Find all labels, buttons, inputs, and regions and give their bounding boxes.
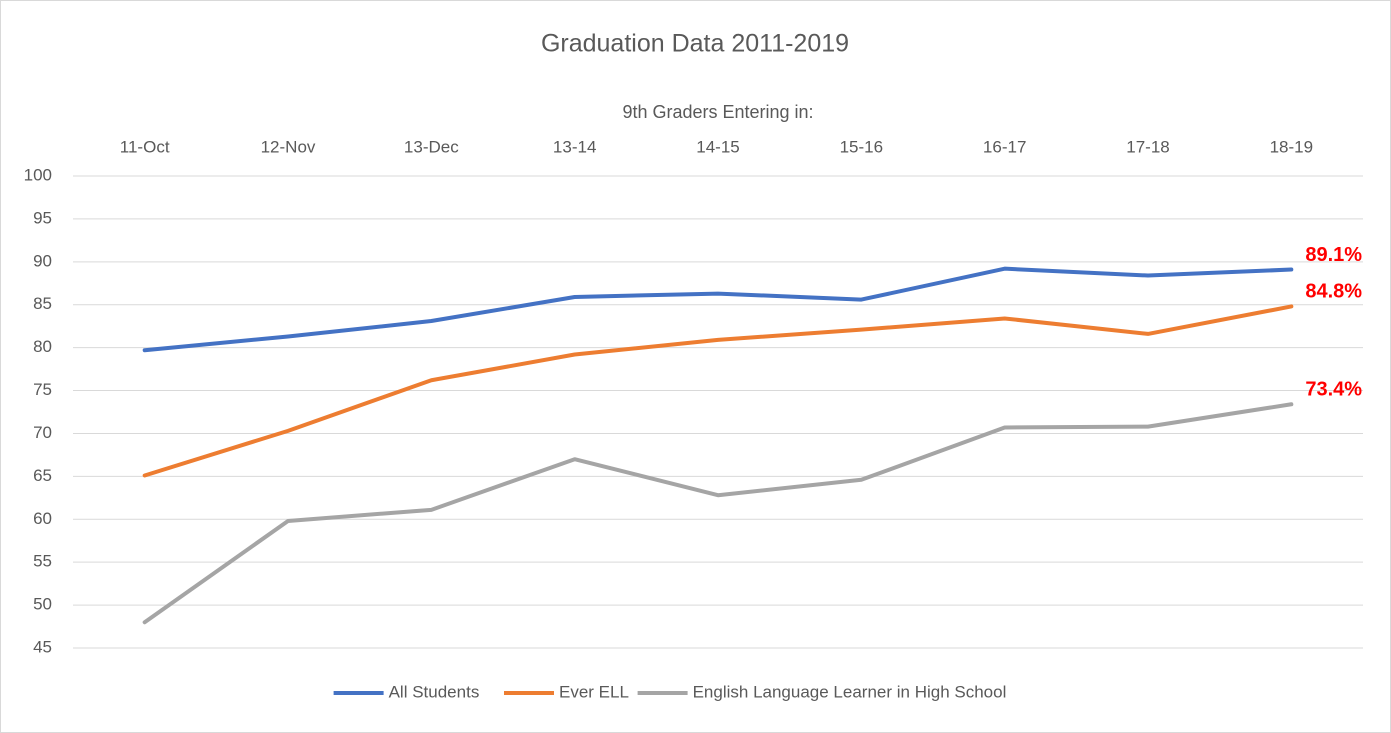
y-tick-label: 60 (33, 509, 52, 528)
y-tick-label: 70 (33, 423, 52, 442)
y-tick-label: 45 (33, 637, 52, 656)
axis-title: 9th Graders Entering in: (622, 102, 813, 122)
series-line (142, 304, 1294, 478)
y-tick-label: 90 (33, 251, 52, 270)
legend-label: English Language Learner in High School (693, 682, 1007, 701)
x-tick-label: 17-18 (1126, 137, 1169, 156)
y-tick-label: 80 (33, 337, 52, 356)
x-tick-label: 13-Dec (404, 137, 459, 156)
x-tick-label: 14-15 (696, 137, 739, 156)
y-tick-label: 55 (33, 552, 52, 571)
legend-label: All Students (389, 682, 480, 701)
x-tick-label: 13-14 (553, 137, 596, 156)
x-tick-label: 15-16 (840, 137, 883, 156)
y-tick-label: 65 (33, 466, 52, 485)
chart-title: Graduation Data 2011-2019 (541, 30, 849, 58)
x-tick-label: 11-Oct (120, 137, 170, 156)
y-tick-label: 75 (33, 380, 52, 399)
y-tick-label: 85 (33, 294, 52, 313)
data-label: 84.8% (1305, 281, 1362, 303)
y-tick-label: 100 (24, 165, 52, 184)
data-label: 89.1% (1305, 244, 1362, 266)
x-tick-label: 12-Nov (261, 137, 316, 156)
x-tick-label: 18-19 (1270, 137, 1313, 156)
series-line (142, 266, 1294, 353)
x-tick-label: 16-17 (983, 137, 1026, 156)
legend-label: Ever ELL (559, 682, 629, 701)
data-label: 73.4% (1305, 379, 1362, 401)
y-tick-label: 95 (33, 208, 52, 227)
series-line (142, 402, 1294, 625)
y-tick-label: 50 (33, 595, 52, 614)
